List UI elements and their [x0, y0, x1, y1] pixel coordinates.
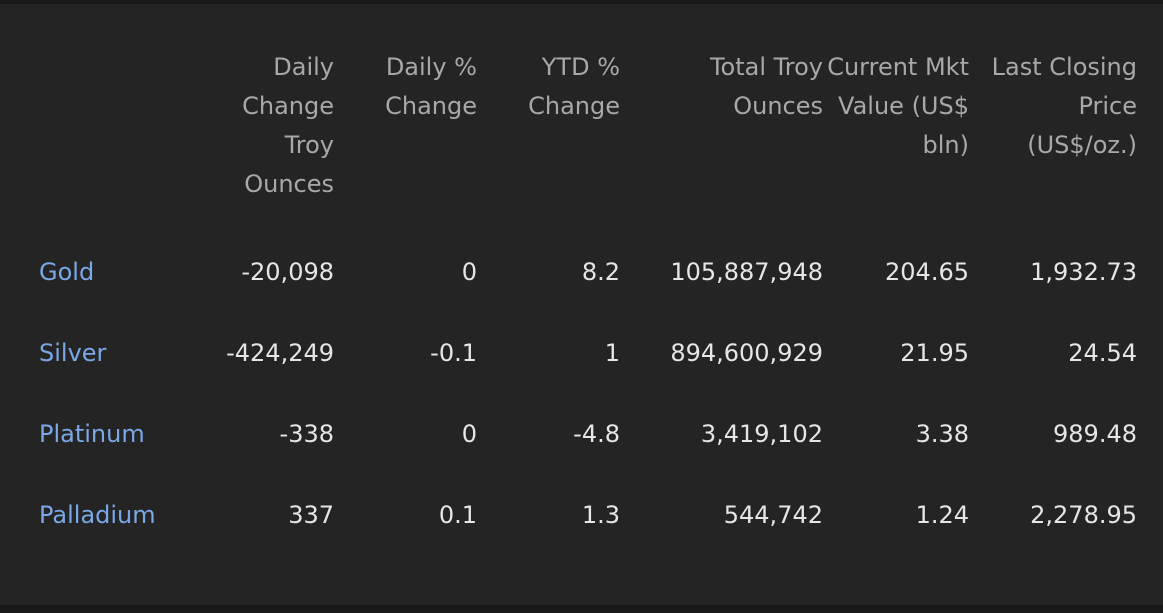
daily-pct-cell: 0	[461, 257, 477, 286]
total-oz-cell: 3,419,102	[700, 419, 823, 448]
daily-change-oz-cell: 337	[288, 500, 334, 529]
metal-link-palladium[interactable]: Palladium	[39, 500, 156, 529]
daily-pct-cell: 0	[461, 419, 477, 448]
table-row: Palladium 337 0.1 1.3 544,742 1.24 2,278…	[0, 474, 1137, 555]
header-row: Daily Change Troy Ounces Daily % Change …	[0, 4, 1137, 205]
header-ytd-pct-change: YTD % Change	[528, 53, 620, 120]
total-oz-cell: 105,887,948	[670, 257, 823, 286]
holdings-table: Daily Change Troy Ounces Daily % Change …	[0, 4, 1137, 555]
daily-change-oz-cell: -424,249	[226, 338, 334, 367]
ytd-pct-cell: -4.8	[573, 419, 620, 448]
last-price-cell: 989.48	[1053, 419, 1137, 448]
metal-link-platinum[interactable]: Platinum	[39, 419, 145, 448]
last-price-cell: 1,932.73	[1030, 257, 1137, 286]
ytd-pct-cell: 1	[604, 338, 620, 367]
table-row: Platinum -338 0 -4.8 3,419,102 3.38 989.…	[0, 393, 1137, 474]
total-oz-cell: 544,742	[723, 500, 823, 529]
last-price-cell: 2,278.95	[1030, 500, 1137, 529]
last-price-cell: 24.54	[1068, 338, 1137, 367]
metal-link-gold[interactable]: Gold	[39, 257, 95, 286]
header-daily-change-oz: Daily Change Troy Ounces	[242, 53, 334, 198]
mkt-value-cell: 21.95	[900, 338, 969, 367]
header-total-oz: Total Troy Ounces	[709, 53, 823, 120]
ytd-pct-cell: 8.2	[581, 257, 620, 286]
header-daily-pct-change: Daily % Change	[385, 53, 477, 120]
mkt-value-cell: 204.65	[885, 257, 969, 286]
mkt-value-cell: 3.38	[915, 419, 969, 448]
table-row: Gold -20,098 0 8.2 105,887,948 204.65 1,…	[0, 205, 1137, 312]
daily-change-oz-cell: -338	[279, 419, 334, 448]
header-last-price: Last Closing Price (US$/oz.)	[991, 53, 1137, 159]
daily-pct-cell: -0.1	[430, 338, 477, 367]
holdings-panel: Daily Change Troy Ounces Daily % Change …	[0, 4, 1163, 605]
daily-change-oz-cell: -20,098	[241, 257, 334, 286]
mkt-value-cell: 1.24	[915, 500, 969, 529]
header-metal	[0, 4, 210, 205]
metal-link-silver[interactable]: Silver	[39, 338, 107, 367]
daily-pct-cell: 0.1	[438, 500, 477, 529]
table-row: Silver -424,249 -0.1 1 894,600,929 21.95…	[0, 312, 1137, 393]
ytd-pct-cell: 1.3	[581, 500, 620, 529]
header-mkt-value: Current Mkt Value (US$ bln)	[827, 53, 969, 159]
total-oz-cell: 894,600,929	[670, 338, 823, 367]
